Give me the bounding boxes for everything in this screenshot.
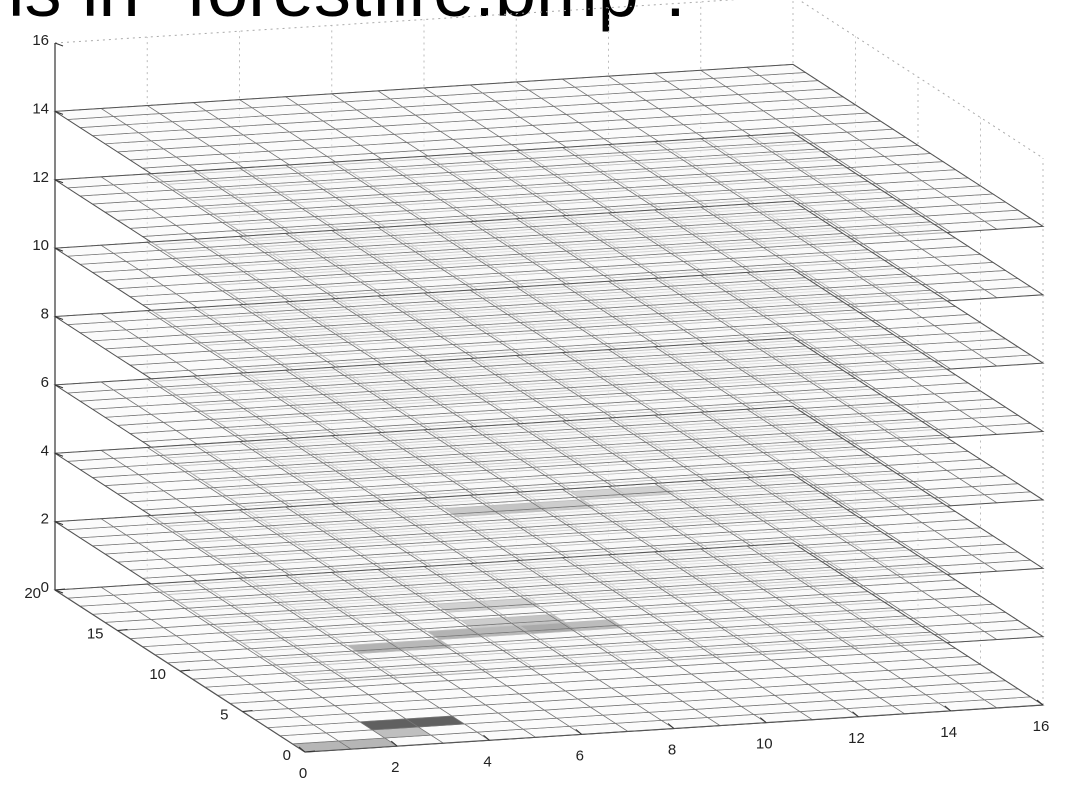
y-tick-mark xyxy=(54,588,66,591)
z-tick-mark xyxy=(54,521,64,526)
y-tick-mark xyxy=(179,669,191,672)
x-tick-mark xyxy=(298,746,306,753)
y-tick-mark xyxy=(304,750,316,753)
z-tick-label: 4 xyxy=(41,442,49,459)
z-gridline xyxy=(54,0,1044,159)
x-tick-label: 14 xyxy=(940,724,957,741)
y-tick-label: 20 xyxy=(24,585,41,602)
x-tick-mark xyxy=(390,740,398,747)
x-tick-mark xyxy=(1036,699,1044,706)
z-tick-label: 16 xyxy=(32,32,49,49)
x-tick-label: 16 xyxy=(1033,718,1050,735)
z-tick-label: 2 xyxy=(41,511,49,528)
z-tick-label: 10 xyxy=(32,237,49,254)
z-tick-mark xyxy=(54,42,64,47)
y-tick-mark xyxy=(117,629,128,631)
x-tick-mark xyxy=(483,734,490,741)
z-tick-mark xyxy=(54,452,64,457)
x-tick-label: 2 xyxy=(391,759,399,776)
z-tick-label: 12 xyxy=(32,169,49,186)
x-tick-label: 6 xyxy=(576,747,584,764)
z-tick-mark xyxy=(54,179,64,184)
z-tick-mark xyxy=(54,589,64,594)
x-tick-mark xyxy=(667,723,675,729)
x-tick-mark xyxy=(575,728,583,735)
x-tick-mark xyxy=(944,705,952,712)
y-tick-mark xyxy=(242,710,253,712)
x-tick-label: 0 xyxy=(299,765,307,782)
surface-outline xyxy=(53,542,1045,753)
x-tick-mark xyxy=(759,717,767,724)
y-tick-label: 15 xyxy=(87,626,104,643)
page-title: ls in "forestfire.bmp": xyxy=(8,0,686,28)
x-tick-mark xyxy=(852,711,859,718)
x-tick-label: 12 xyxy=(848,730,865,747)
z-tick-mark xyxy=(54,316,64,320)
y-tick-label: 0 xyxy=(283,747,291,764)
z-tick-label: 6 xyxy=(41,374,49,391)
z-tick-mark xyxy=(54,110,64,115)
z-tick-label: 14 xyxy=(32,100,49,117)
z-tick-mark xyxy=(54,247,64,252)
x-tick-label: 8 xyxy=(668,742,676,759)
z-tick-label: 8 xyxy=(41,306,49,323)
z-tick-label: 0 xyxy=(41,579,49,596)
y-tick-label: 10 xyxy=(149,666,166,683)
surface-layers xyxy=(53,63,1045,753)
x-tick-label: 10 xyxy=(756,736,773,753)
surface-layer-z0 xyxy=(53,542,1045,753)
y-tick-label: 5 xyxy=(220,707,228,724)
x-tick-label: 4 xyxy=(483,753,491,770)
z-tick-mark xyxy=(54,384,64,389)
